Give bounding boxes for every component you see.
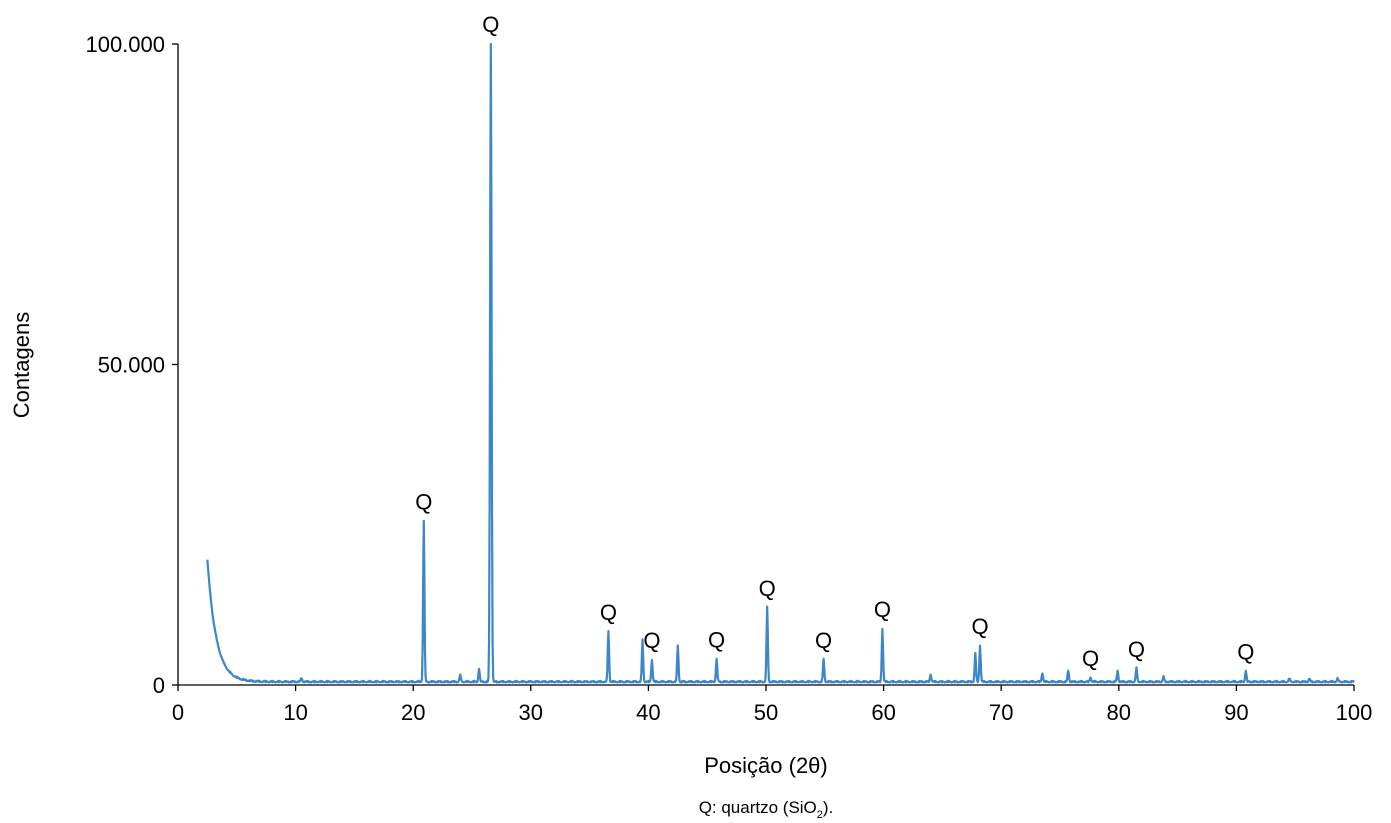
y-tick-label: 100.000 [85, 32, 165, 57]
x-tick-label: 70 [989, 700, 1013, 725]
y-axis-title: Contagens [9, 312, 34, 418]
x-axis-title: Posição (2θ) [704, 753, 828, 778]
tick-labels: 0 10 20 30 40 50 60 70 80 90 100 0 50.000 100.000 [85, 32, 1372, 725]
diffraction-pattern-line [206, 42, 1355, 684]
caption-suffix: ). [823, 798, 833, 817]
peak-label: Q [815, 628, 832, 653]
x-tick-label: 90 [1224, 700, 1248, 725]
peak-label: Q [600, 600, 617, 625]
y-tick-label: 0 [153, 673, 165, 698]
caption-prefix: Q: quartzo (SiO [699, 798, 817, 817]
peak-label: Q [708, 627, 725, 652]
peak-label: Q [643, 628, 660, 653]
x-tick-label: 30 [519, 700, 543, 725]
x-tick-label: 20 [401, 700, 425, 725]
x-tick-label: 100 [1336, 700, 1373, 725]
caption: Q: quartzo (SiO2). [699, 798, 834, 821]
peak-label: Q [415, 490, 432, 515]
x-tick-label: 80 [1107, 700, 1131, 725]
peak-label: Q [1237, 640, 1254, 665]
peak-label: Q [482, 12, 499, 37]
x-tick-label: 10 [283, 700, 307, 725]
y-tick-label: 50.000 [98, 353, 165, 378]
x-tick-label: 50 [754, 700, 778, 725]
x-tick-label: 0 [172, 700, 184, 725]
peak-label: Q [1082, 646, 1099, 671]
tick-marks [172, 43, 1355, 691]
peak-label: Q [971, 614, 988, 639]
x-tick-label: 40 [636, 700, 660, 725]
x-tick-label: 60 [871, 700, 895, 725]
peak-label: Q [759, 576, 776, 601]
peak-label: Q [1128, 637, 1145, 662]
peak-labels: Q Q Q Q Q Q Q Q Q Q Q Q [415, 12, 1254, 671]
caption-subscript: 2 [817, 809, 823, 821]
peak-label: Q [874, 597, 891, 622]
